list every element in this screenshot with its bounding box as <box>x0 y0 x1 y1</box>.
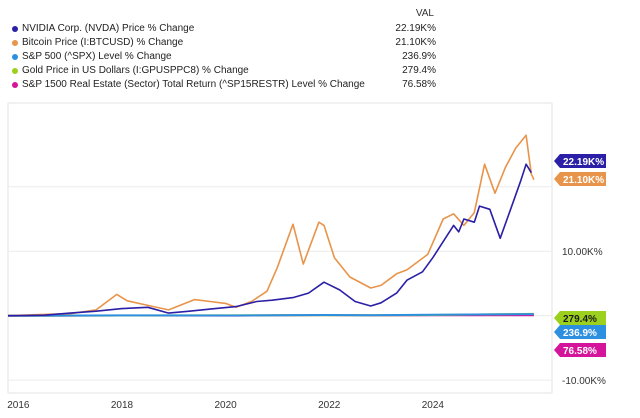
badge-shape <box>554 154 606 168</box>
x-tick-label: 2024 <box>422 400 445 411</box>
legend-item-btc[interactable]: Bitcoin Price (I:BTCUSD) % Change 21.10K… <box>12 36 436 50</box>
badge-realestate: 76.58% <box>554 343 606 357</box>
y-tick-label: 10.00K% <box>562 247 603 258</box>
legend-item-realestate[interactable]: S&P 1500 Real Estate (Sector) Total Retu… <box>12 78 436 92</box>
badge-value: 21.10K% <box>563 175 604 186</box>
legend-item-nvda[interactable]: NVIDIA Corp. (NVDA) Price % Change 22.19… <box>12 22 436 36</box>
x-tick-label: 2018 <box>111 400 134 411</box>
legend-item-spx[interactable]: S&P 500 (^SPX) Level % Change 236.9% <box>12 50 436 64</box>
badge-value: 279.4% <box>563 314 597 325</box>
legend-value: 76.58% <box>402 79 436 90</box>
series-line-nvda <box>7 163 532 317</box>
legend-label: S&P 1500 Real Estate (Sector) Total Retu… <box>22 79 365 90</box>
legend-dot-icon <box>12 82 18 88</box>
badge-value: 22.19K% <box>563 157 604 168</box>
x-tick-label: 2016 <box>7 400 30 411</box>
legend-label: Gold Price in US Dollars (I:GPUSPPC8) % … <box>22 65 249 76</box>
badge-value: 236.9% <box>563 328 597 339</box>
badge-shape <box>554 343 606 357</box>
legend-dot-icon <box>12 68 18 74</box>
end-value-badges: 22.19K% 21.10K% 236.9% 279.4% 76.58% <box>554 154 606 357</box>
badge-spx: 236.9% <box>554 325 606 339</box>
badge-shape <box>554 172 606 186</box>
legend-value-header: VAL <box>415 8 434 19</box>
y-axis-ticks: 10.00K% -10.00K% <box>562 247 606 387</box>
x-tick-label: 2022 <box>318 400 341 411</box>
series-lines <box>7 134 535 317</box>
legend-dot-icon <box>12 26 18 32</box>
legend-label: S&P 500 (^SPX) Level % Change <box>22 51 172 62</box>
x-axis-ticks: 2016 2018 2020 2022 2024 <box>7 400 444 411</box>
badge-shape <box>554 311 606 325</box>
legend-dot-icon <box>12 40 18 46</box>
legend-value: 279.4% <box>402 65 436 76</box>
legend-value: 236.9% <box>402 51 436 62</box>
x-tick-label: 2020 <box>214 400 237 411</box>
legend-item-gold[interactable]: Gold Price in US Dollars (I:GPUSPPC8) % … <box>12 64 436 78</box>
legend-value: 21.10K% <box>395 37 436 48</box>
series-line-btc <box>7 134 535 317</box>
legend-label: Bitcoin Price (I:BTCUSD) % Change <box>22 37 184 48</box>
legend-dot-icon <box>12 54 18 60</box>
legend-label: NVIDIA Corp. (NVDA) Price % Change <box>22 23 195 34</box>
y-tick-label: -10.00K% <box>562 376 606 387</box>
legend: VAL NVIDIA Corp. (NVDA) Price % Change 2… <box>0 0 640 100</box>
gridlines <box>8 186 552 381</box>
legend-value: 22.19K% <box>395 23 436 34</box>
badge-nvda: 22.19K% <box>554 154 606 168</box>
badge-btc: 21.10K% <box>554 172 606 186</box>
series-line-spx <box>7 313 534 317</box>
badge-value: 76.58% <box>563 346 597 357</box>
plot-frame <box>7 102 553 394</box>
badge-gold: 279.4% <box>554 311 606 325</box>
badge-shape <box>554 325 606 339</box>
